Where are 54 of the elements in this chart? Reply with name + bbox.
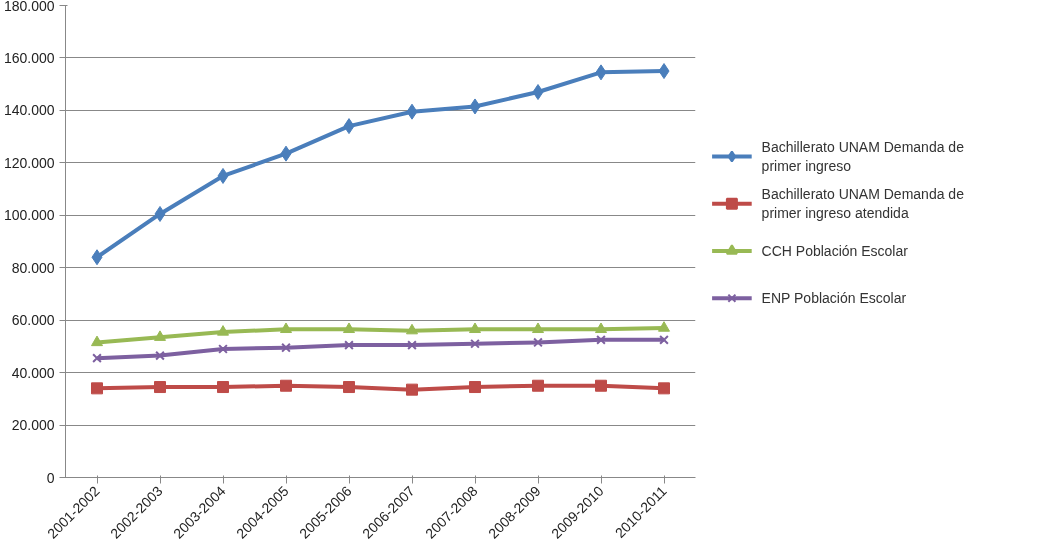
point <box>217 167 229 184</box>
point <box>343 118 355 135</box>
point <box>155 350 165 361</box>
point <box>532 322 544 334</box>
point <box>595 322 607 334</box>
point <box>406 103 418 120</box>
y-tick-label: 80.000 <box>11 259 55 276</box>
legend-label: Bachillerato UNAM Demanda de primer ingreso atendida <box>761 186 965 222</box>
point <box>532 379 544 392</box>
point <box>280 379 292 392</box>
point <box>658 321 670 332</box>
point <box>154 381 166 394</box>
point <box>469 381 481 394</box>
point <box>91 249 103 266</box>
legend-label: ENP Población Escolar <box>761 290 907 307</box>
point <box>280 145 292 162</box>
y-tick-label: 100.000 <box>3 207 55 224</box>
legend-label: Bachillerato UNAM Demanda de primer ingreso <box>761 138 965 175</box>
point <box>343 322 355 334</box>
y-tick-label: 0 <box>46 469 55 486</box>
point <box>533 337 543 348</box>
point <box>217 325 229 336</box>
point <box>281 342 291 353</box>
point <box>659 334 669 345</box>
point <box>596 334 606 345</box>
point <box>91 335 103 347</box>
point <box>92 353 102 364</box>
point <box>595 379 607 392</box>
legend-label: CCH Población Escolar <box>761 242 909 259</box>
point <box>532 84 544 101</box>
point <box>280 322 292 334</box>
point <box>217 381 229 394</box>
point <box>595 64 607 81</box>
y-tick-label: 160.000 <box>3 49 55 66</box>
y-tick-label: 180.000 <box>3 0 55 14</box>
y-tick-label: 140.000 <box>3 102 55 119</box>
point <box>154 205 166 222</box>
point <box>407 340 417 350</box>
y-tick-label: 40.000 <box>11 364 55 381</box>
point <box>154 330 166 341</box>
point <box>218 344 228 354</box>
point <box>91 382 103 395</box>
point <box>469 322 481 334</box>
point <box>344 340 354 350</box>
y-tick-label: 20.000 <box>11 417 55 434</box>
point <box>658 63 670 80</box>
point <box>469 98 481 115</box>
point <box>343 381 355 394</box>
y-tick-label: 120.000 <box>3 154 55 171</box>
point <box>658 382 670 395</box>
point <box>406 383 418 396</box>
y-tick-label: 60.000 <box>11 312 55 329</box>
point <box>470 338 480 349</box>
point <box>406 323 418 335</box>
